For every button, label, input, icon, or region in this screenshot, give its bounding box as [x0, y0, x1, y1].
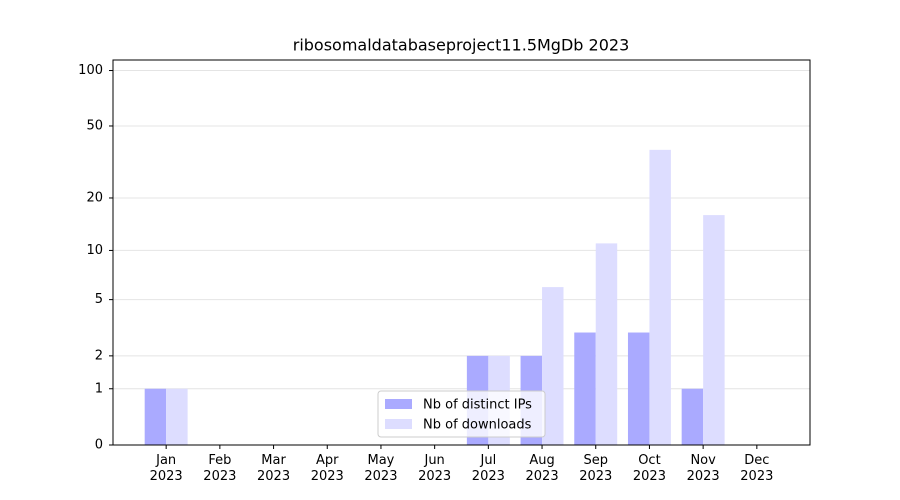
plot-frame	[112, 59, 811, 446]
bar	[627, 332, 650, 445]
y-tick-label: 100	[78, 63, 103, 78]
x-tick-label: Jun 2023	[418, 453, 452, 484]
y-tick-label: 1	[95, 381, 103, 396]
bar	[681, 388, 704, 445]
chart-title: ribosomaldatabaseproject11.5MgDb 2023	[293, 36, 630, 55]
bar	[166, 388, 188, 445]
x-tick-label: Oct 2023	[632, 453, 666, 484]
y-tick-label: 20	[86, 190, 103, 205]
legend-swatch	[385, 419, 412, 429]
x-tick-label: Nov 2023	[686, 453, 720, 484]
bar	[649, 149, 671, 445]
x-tick-label: Aug 2023	[525, 453, 559, 484]
y-tick-label: 50	[86, 118, 103, 133]
x-tick-label: Mar 2023	[257, 453, 291, 484]
y-tick-label: 10	[86, 243, 103, 258]
legend-label: Nb of distinct IPs	[423, 398, 532, 413]
y-tick-label: 2	[95, 348, 103, 363]
bar	[703, 215, 725, 445]
x-tick-label: Jan 2023	[149, 453, 183, 484]
legend: Nb of distinct IPs Nb of downloads	[377, 390, 546, 438]
x-tick-label: Dec 2023	[740, 453, 774, 484]
bar	[574, 332, 596, 445]
legend-swatch	[385, 399, 412, 409]
y-tick-label: 0	[95, 438, 103, 453]
legend-label: Nb of downloads	[423, 418, 532, 433]
x-tick-label: Sep 2023	[579, 453, 613, 484]
x-tick-label: Apr 2023	[310, 453, 344, 484]
x-tick-label: Jul 2023	[471, 453, 505, 484]
bar	[542, 287, 564, 445]
y-tick-label: 5	[95, 292, 103, 307]
bar	[595, 243, 618, 445]
x-tick-label: May 2023	[364, 453, 398, 484]
bar	[144, 388, 167, 445]
legend-box	[377, 390, 546, 438]
x-tick-label: Feb 2023	[203, 453, 237, 484]
